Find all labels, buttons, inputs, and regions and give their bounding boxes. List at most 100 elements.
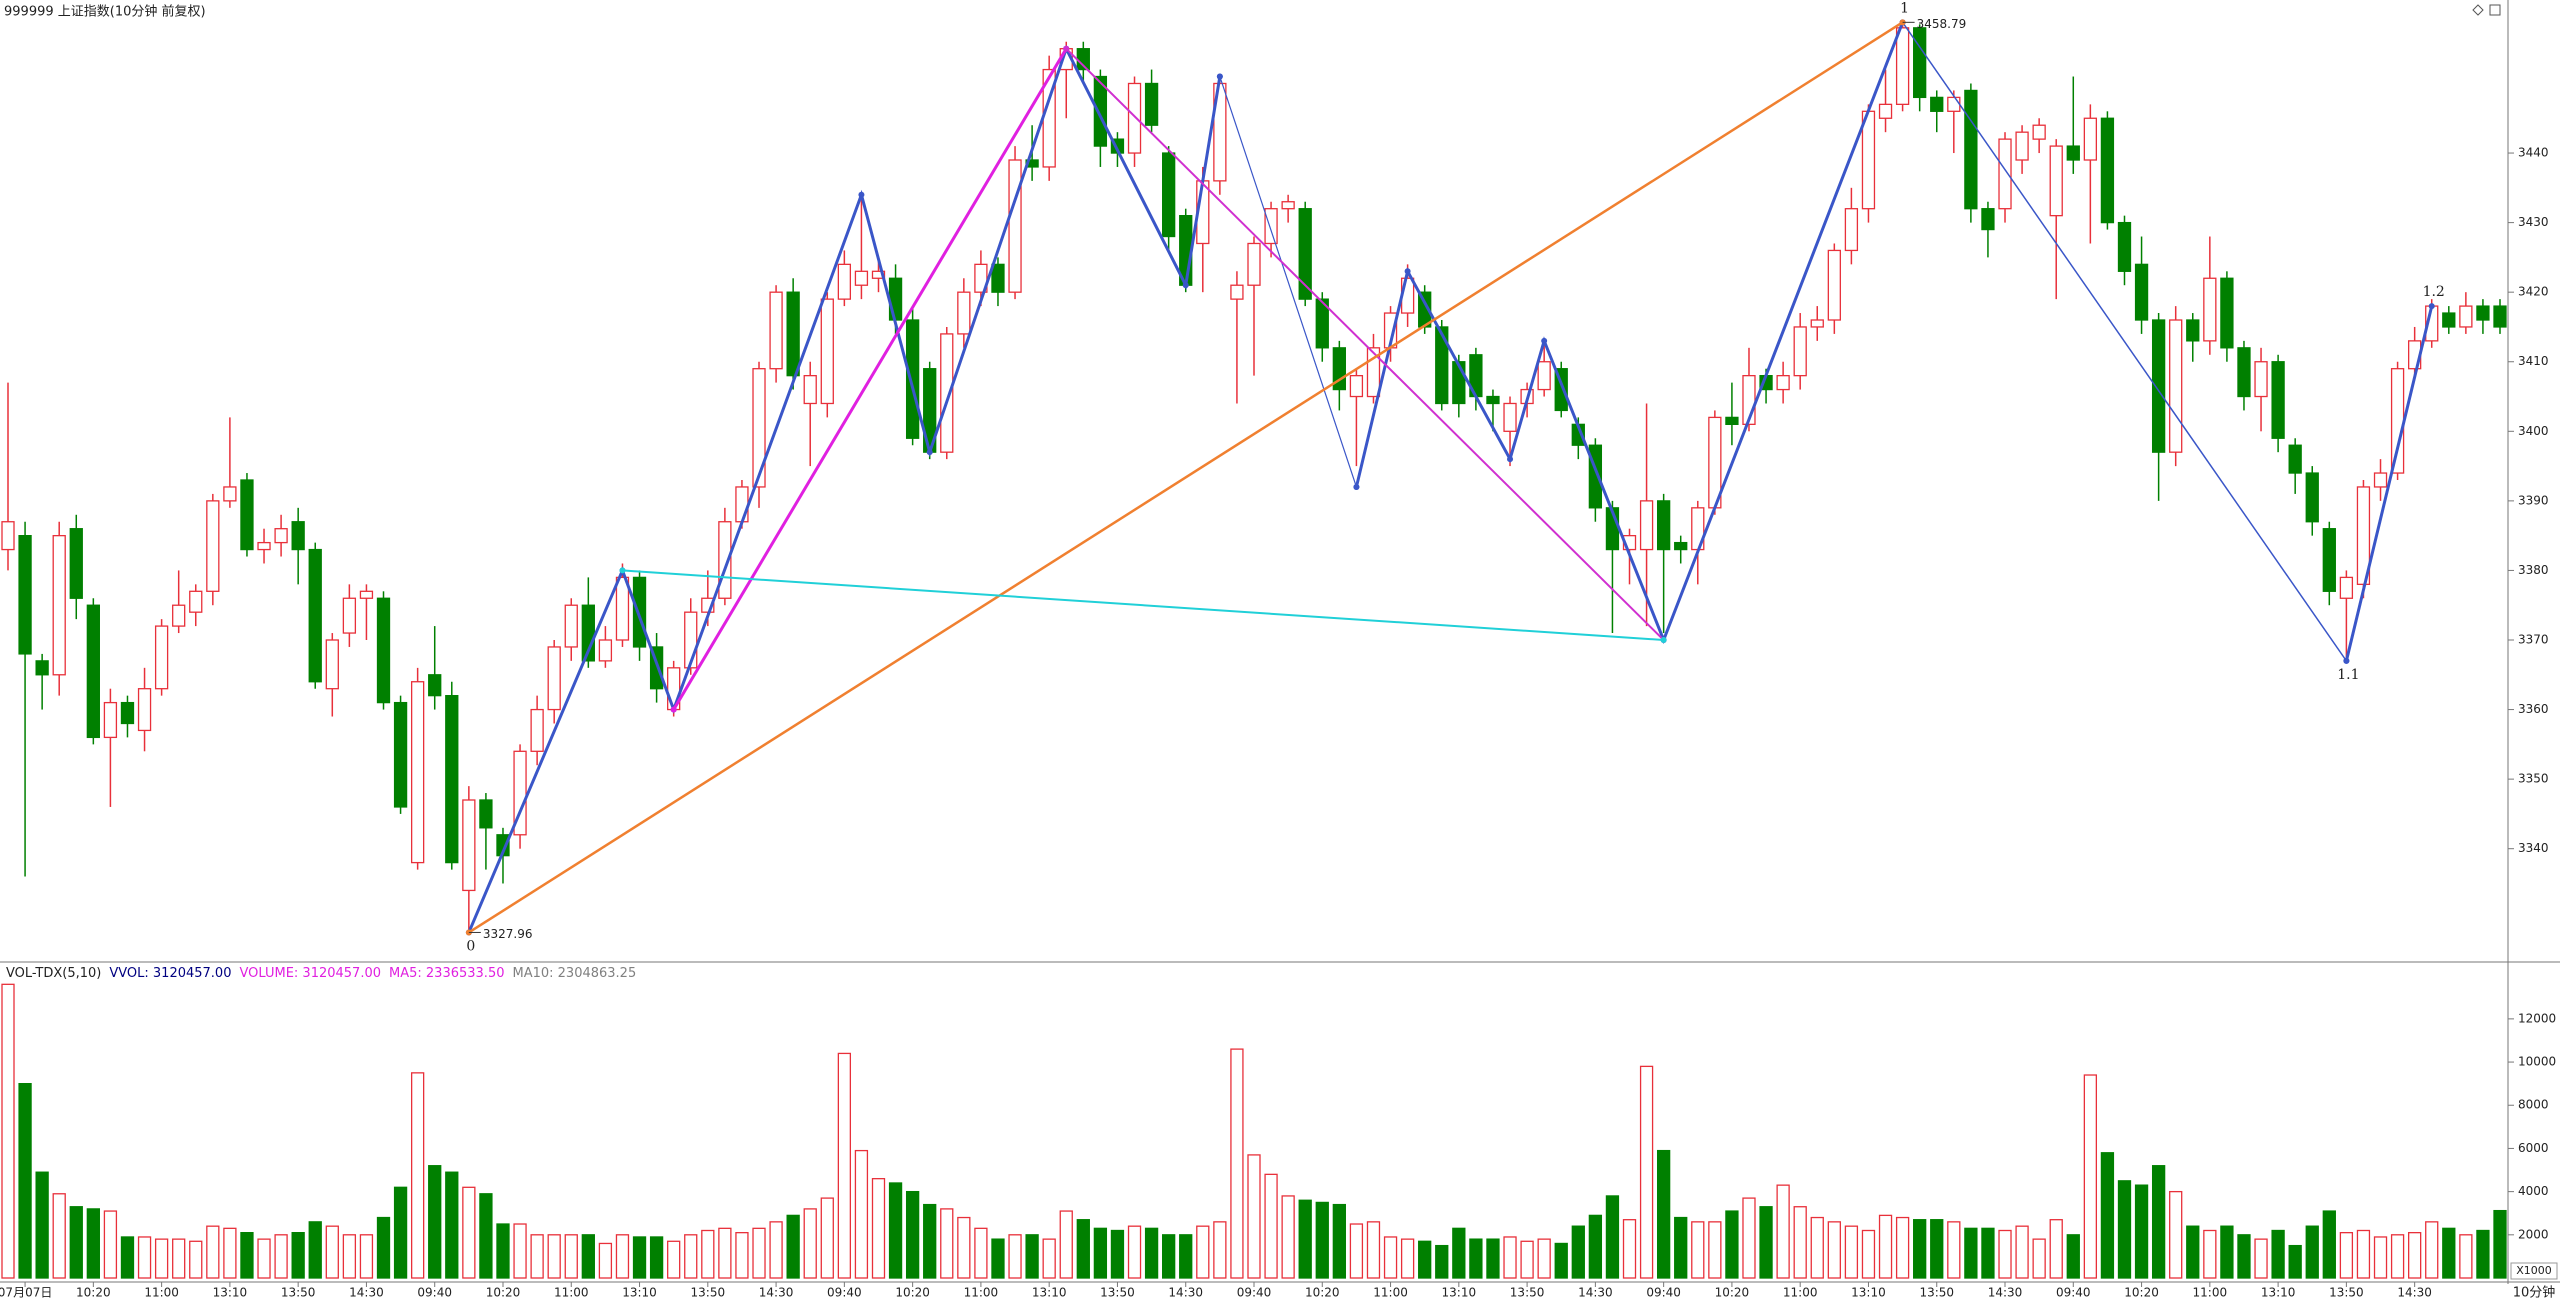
x-tick-label: 13:10	[1851, 1286, 1886, 1300]
volume-bar	[1742, 1197, 1756, 1279]
volume-bar	[615, 1234, 630, 1279]
volume-title: VOL-TDX(5,10)	[6, 966, 101, 981]
volume-bar	[1076, 1219, 1090, 1279]
wave-point	[619, 567, 626, 574]
volume-bar	[1878, 1214, 1893, 1279]
volume-bar	[1400, 1238, 1415, 1279]
x-tick-label: 14:30	[759, 1286, 794, 1300]
candle-body	[888, 277, 903, 321]
icon-window[interactable]	[2489, 4, 2501, 16]
volume-bar	[2066, 1234, 2080, 1279]
volume-bar	[2134, 1184, 2149, 1279]
candle-body	[837, 263, 852, 300]
wave-label: 1.1	[2337, 667, 2359, 683]
indicator: MA5: 2336533.50	[389, 966, 504, 981]
candle-body	[786, 291, 800, 377]
volume-bar	[2408, 1232, 2422, 1279]
volume-bar	[2373, 1236, 2388, 1279]
candle-body	[1162, 152, 1176, 238]
volume-bar	[1452, 1227, 1466, 1279]
candle-body	[1844, 208, 1859, 252]
candle-body	[2339, 576, 2354, 599]
candle-body	[2049, 145, 2063, 217]
volume-bar	[274, 1234, 288, 1279]
candle-body	[69, 528, 83, 599]
volume-bar	[2117, 1180, 2132, 1279]
x-tick-label: 13:50	[1100, 1286, 1135, 1300]
candle-body	[1127, 82, 1142, 154]
candle-body	[752, 368, 766, 488]
candle-body	[1435, 326, 1449, 405]
candle-body	[2476, 305, 2490, 321]
volume-bar	[359, 1234, 374, 1279]
candle-body	[1981, 208, 1995, 231]
candle-body	[735, 486, 749, 523]
volume-bar	[172, 1238, 186, 1279]
candle-body	[1913, 27, 1927, 99]
volume-bar	[2203, 1229, 2217, 1279]
candle-body	[393, 701, 408, 808]
icon-diamond[interactable]	[2472, 4, 2484, 16]
volume-bar	[35, 1171, 49, 1279]
volume-bar	[684, 1234, 698, 1279]
volume-bar	[1691, 1221, 1705, 1279]
y-tick-label: 2000	[2518, 1227, 2549, 1241]
volume-bar	[376, 1216, 391, 1279]
volume-bar	[1520, 1240, 1534, 1279]
candle-body	[2237, 347, 2251, 398]
volume-bar	[2493, 1209, 2507, 1279]
volume-bar	[2459, 1234, 2473, 1279]
volume-bar	[291, 1232, 305, 1279]
x-tick-label: 13:10	[622, 1286, 657, 1300]
x-tick-label: 14:30	[2397, 1286, 2432, 1300]
wave-label: 0	[466, 938, 475, 954]
candle-body	[103, 701, 118, 739]
wave-line	[622, 569, 1664, 641]
volume-bar	[393, 1186, 408, 1279]
volume-bar	[2032, 1238, 2046, 1279]
x-tick-label: 11:00	[554, 1286, 589, 1300]
candle-body	[2390, 368, 2405, 474]
candle-body	[1998, 138, 2012, 210]
x-tick-label: 13:10	[1442, 1286, 1477, 1300]
x-tick-label: 10:20	[1715, 1286, 1750, 1300]
volume-bar	[2288, 1244, 2302, 1279]
candle-body	[291, 521, 305, 551]
volume-bar	[1605, 1195, 1620, 1279]
period-label: 10分钟	[2513, 1285, 2556, 1301]
candle-body	[52, 535, 66, 676]
volume-bar	[1162, 1234, 1176, 1279]
candle-body	[1315, 298, 1329, 349]
candle-body	[1639, 500, 1654, 551]
candle-body	[18, 535, 32, 655]
y-tick-label: 3370	[2518, 633, 2549, 647]
candle-body	[1298, 208, 1312, 300]
volume-bar	[581, 1234, 595, 1279]
volume-bar	[1213, 1221, 1227, 1279]
volume-bar	[103, 1210, 118, 1279]
x-tick-label: 13:10	[213, 1286, 248, 1300]
volume-bar	[1759, 1206, 1773, 1279]
candle-body	[1486, 395, 1500, 405]
volume-bar	[1656, 1149, 1671, 1279]
volume-bar	[1810, 1216, 1824, 1279]
volume-bar	[803, 1208, 817, 1279]
candle-body	[1776, 375, 1790, 391]
volume-bar	[2305, 1225, 2319, 1279]
volume-bar	[701, 1229, 715, 1279]
wave-point	[1063, 45, 1070, 52]
x-tick-label: 09:40	[2056, 1286, 2091, 1300]
x-tick-label: 10:20	[76, 1286, 111, 1300]
volume-bar	[1895, 1216, 1910, 1279]
volume-bar	[1964, 1227, 1978, 1279]
candle-body	[2151, 319, 2166, 453]
wave-point	[2343, 657, 2350, 664]
volume-bar	[718, 1227, 732, 1279]
candle-body	[1144, 82, 1159, 126]
indicator: VOLUME: 3120457.00	[239, 966, 381, 981]
volume-bar	[786, 1214, 800, 1279]
candle-body	[820, 298, 834, 405]
wave-point	[1216, 73, 1223, 80]
volume-bar	[462, 1186, 476, 1279]
volume-bar	[1981, 1227, 1995, 1279]
